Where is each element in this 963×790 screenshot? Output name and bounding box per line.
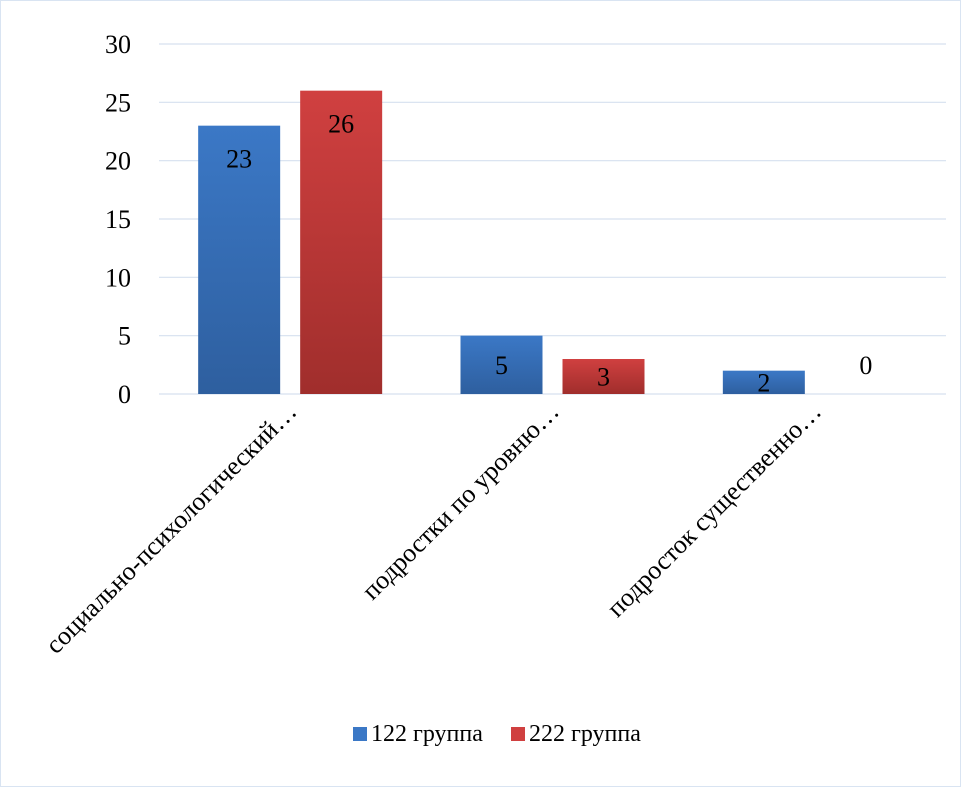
x-category-label: социально-психологический…: [40, 397, 303, 660]
y-tick-label: 10: [105, 263, 131, 292]
y-axis-ticks: 0 5 10 15 20 25 30: [105, 30, 131, 409]
y-tick-label: 15: [105, 205, 131, 234]
x-category-label: подросток существенно…: [601, 397, 827, 623]
legend: 122 группа 222 группа: [353, 721, 641, 747]
y-tick-label: 20: [105, 147, 131, 176]
bar: [562, 359, 645, 394]
y-tick-label: 0: [118, 380, 131, 409]
y-tick-label: 25: [105, 88, 131, 117]
bars: [198, 90, 805, 395]
gridlines: [159, 43, 946, 395]
data-label: 5: [495, 351, 508, 380]
bar: [460, 335, 543, 394]
legend-entry-label: 222 группа: [529, 721, 641, 747]
data-label: 2: [757, 368, 770, 397]
bar: [300, 90, 383, 395]
legend-swatch: [353, 727, 367, 741]
data-label: 3: [597, 363, 610, 392]
x-category-label: подростки по уровню…: [356, 397, 565, 606]
legend-entry-label: 122 группа: [371, 721, 483, 747]
data-labels: 23 26 5 3 2 0: [226, 110, 872, 398]
legend-swatch: [511, 727, 525, 741]
bar: [722, 370, 805, 394]
data-label: 26: [328, 110, 354, 139]
data-label: 23: [226, 145, 252, 174]
bar: [198, 125, 281, 395]
y-tick-label: 30: [105, 30, 131, 59]
x-axis-categories: социально-психологический… подростки по у…: [40, 397, 827, 660]
data-label: 0: [859, 351, 872, 380]
y-tick-label: 5: [118, 322, 131, 351]
